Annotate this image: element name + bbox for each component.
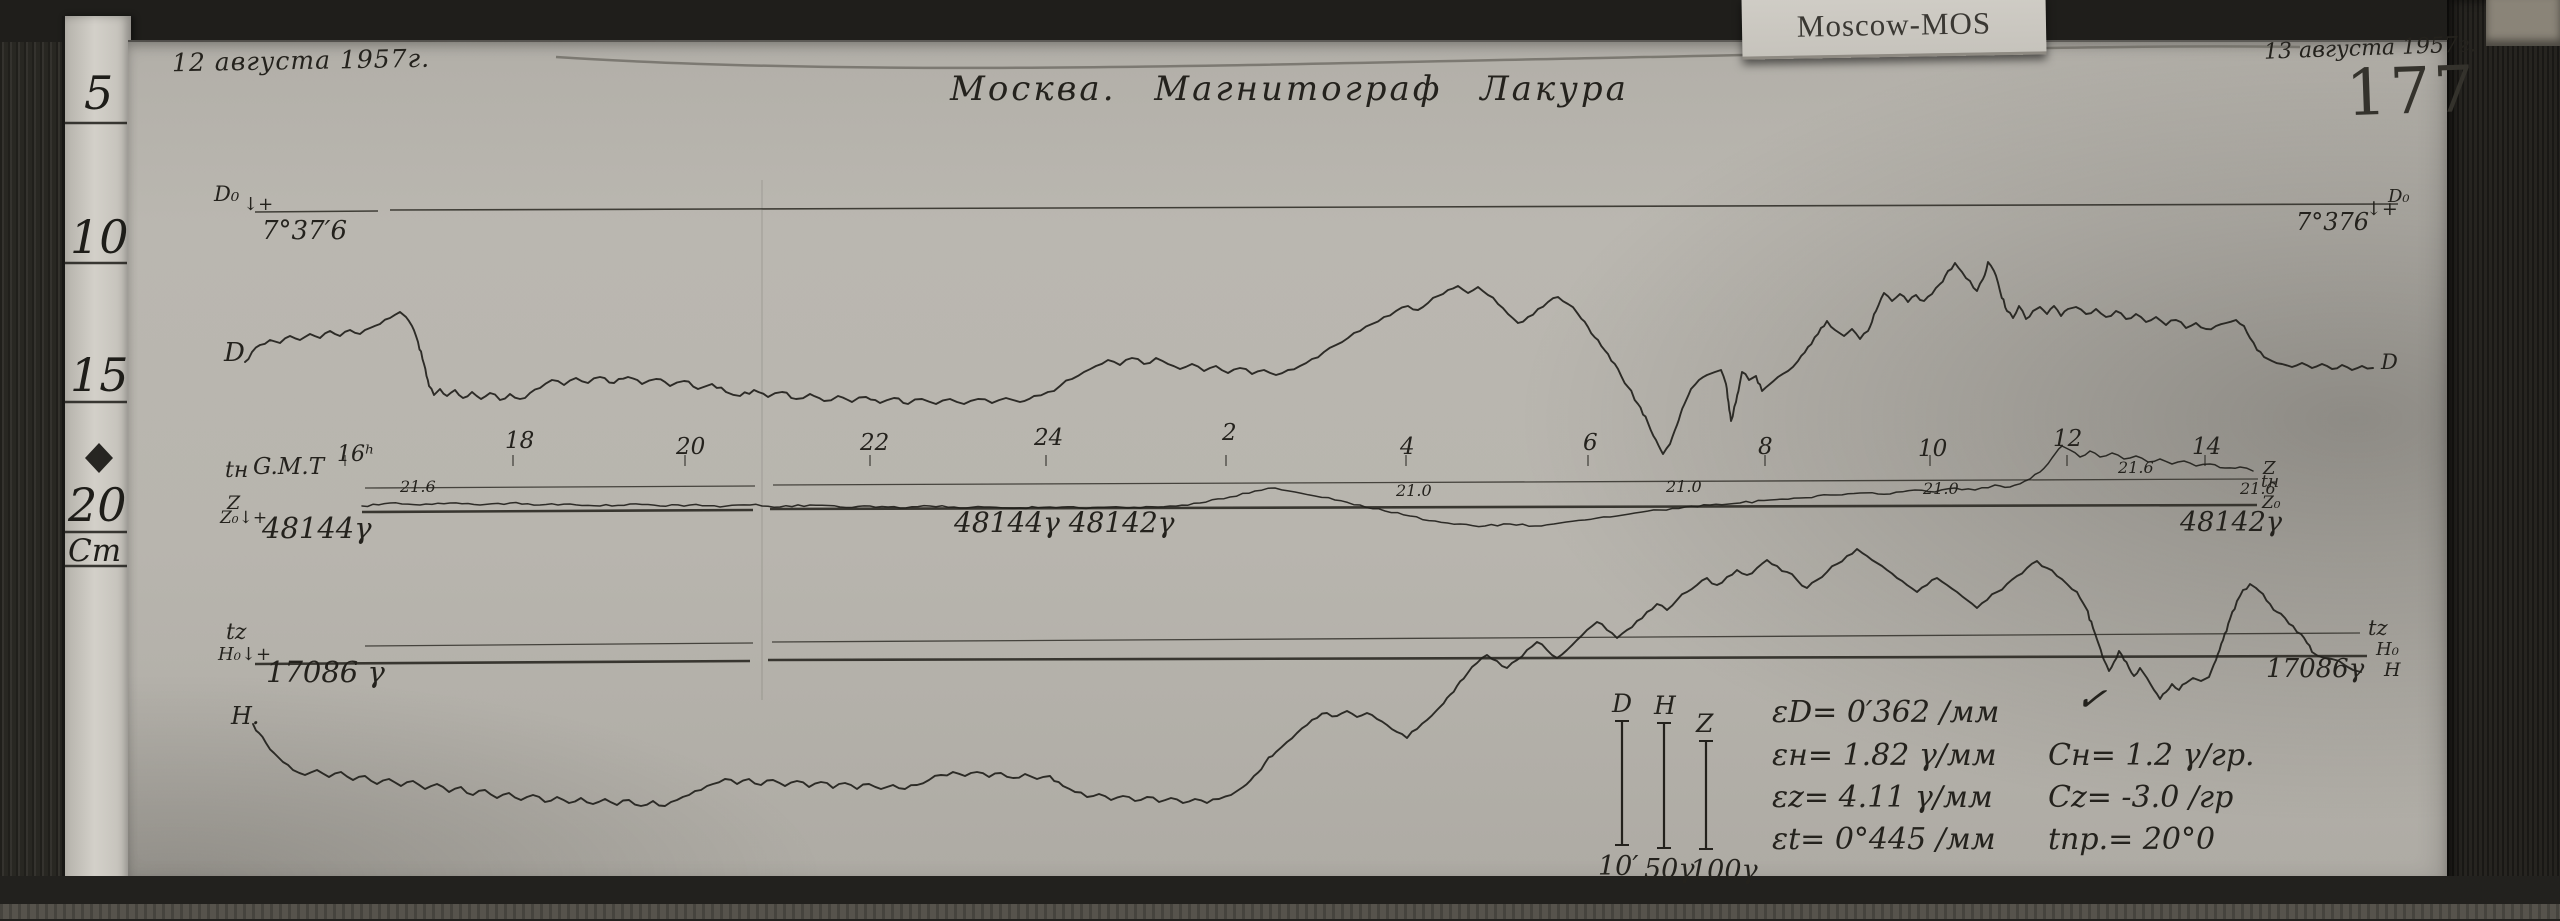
wood-top-band	[0, 0, 2560, 42]
d-baseline	[254, 210, 379, 213]
tn-line	[772, 478, 2259, 486]
z-baseline	[361, 508, 754, 514]
trace-h	[252, 548, 2362, 807]
wood-corner	[2486, 0, 2560, 46]
ruler-diamond-mark	[85, 443, 113, 473]
h-baseline	[254, 659, 751, 666]
moscow-station-tab-label: Moscow-MOS	[1796, 4, 1992, 44]
trace-d	[244, 261, 2374, 455]
table-edge-strip	[0, 904, 2560, 919]
trace-z	[361, 445, 2254, 528]
d-baseline	[389, 203, 2399, 211]
sheet-edge-shadow	[555, 45, 2301, 70]
tn-line	[364, 485, 756, 489]
wood-right-band	[2447, 0, 2560, 921]
tz-line	[364, 642, 754, 647]
magnetogram-paper	[128, 40, 2447, 880]
tz-line	[771, 632, 2361, 643]
h-baseline	[767, 654, 2368, 662]
moscow-station-tab: Moscow-MOS	[1741, 0, 2047, 60]
